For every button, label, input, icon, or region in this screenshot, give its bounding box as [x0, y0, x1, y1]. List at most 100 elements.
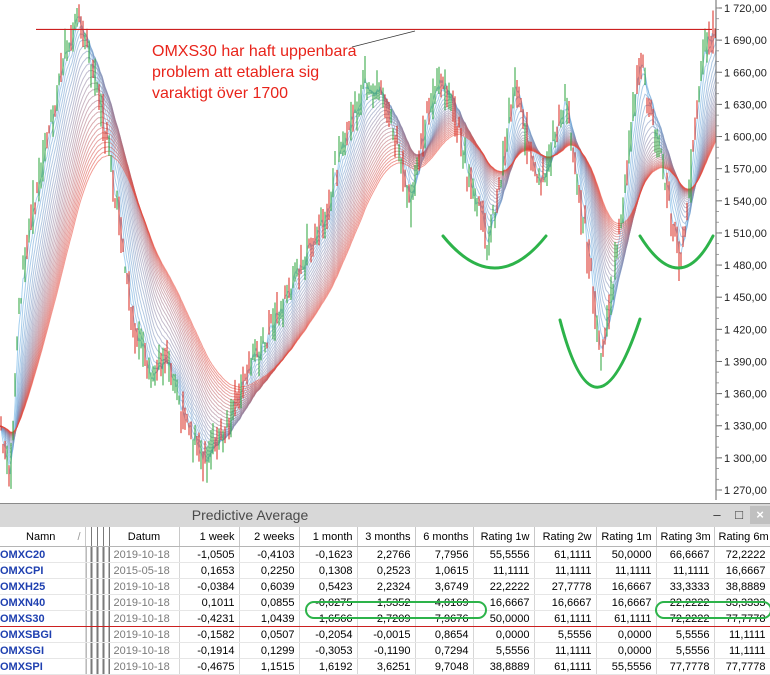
- cell-6-months: 1,0615: [415, 562, 474, 579]
- column-header-3-months[interactable]: 3 months: [357, 527, 416, 547]
- column-header-datum[interactable]: Datum: [109, 527, 180, 547]
- cell-2-weeks: 0,6039: [239, 578, 300, 595]
- row-bar-cell: [103, 642, 110, 659]
- row-bar-cell: [103, 626, 110, 643]
- cell-rating-3m: 11,1111: [656, 562, 715, 579]
- moving-average-line: [0, 50, 717, 445]
- cell-rating-1w: 0,0000: [473, 626, 535, 643]
- moving-average-line: [0, 133, 717, 433]
- cell-rating-3m: 5,5556: [656, 626, 715, 643]
- cell-datum: 2019-10-18: [109, 610, 180, 627]
- cell-namn: OMXH25: [0, 578, 86, 595]
- highlight-long-ratings: [655, 601, 770, 619]
- cell-rating-6m: 11,1111: [714, 642, 770, 659]
- row-bar-cell: [85, 546, 92, 563]
- cell-6-months: 3,6749: [415, 578, 474, 595]
- y-axis-tick-label: 1 660,00: [724, 67, 767, 79]
- column-header-rating-1w[interactable]: Rating 1w: [473, 527, 535, 547]
- column-separator: [85, 527, 92, 547]
- maximize-button[interactable]: □: [735, 507, 743, 522]
- cell-rating-2w: 16,6667: [534, 594, 597, 611]
- cell-rating-2w: 61,1111: [534, 658, 597, 675]
- column-header-1-month[interactable]: 1 month: [299, 527, 358, 547]
- column-header-1-week[interactable]: 1 week: [179, 527, 240, 547]
- y-axis-tick-label: 1 630,00: [724, 99, 767, 111]
- cell-1-week: 0,1653: [179, 562, 240, 579]
- column-separator: [91, 527, 98, 547]
- price-chart[interactable]: OMXS30 har haft uppenbara problem att eta…: [0, 0, 770, 500]
- row-bar-cell: [91, 642, 98, 659]
- annotation-text: problem att etablera sig: [152, 64, 319, 81]
- column-header-6-months[interactable]: 6 months: [415, 527, 474, 547]
- cell-2-weeks: 1,0439: [239, 610, 300, 627]
- table-row[interactable]: OMXSPI 2019-10-18 -0,4675 1,1515 1,6192 3,625…: [0, 658, 770, 675]
- cell-1-week: -0,4231: [179, 610, 240, 627]
- row-bar-cell: [91, 578, 98, 595]
- moving-average-line: [0, 33, 717, 454]
- column-header-label: Namn: [26, 530, 56, 543]
- highlight-curve: [441, 234, 548, 270]
- y-axis-tick-label: 1 270,00: [724, 485, 767, 497]
- cell-rating-1m: 61,1111: [596, 610, 657, 627]
- close-button[interactable]: ×: [750, 506, 770, 524]
- cell-rating-6m: 16,6667: [714, 562, 770, 579]
- column-header-rating-1m[interactable]: Rating 1m: [596, 527, 657, 547]
- cell-3-months: 3,6251: [357, 658, 416, 675]
- table-row[interactable]: OMXC20 2019-10-18 -1,0505 -0,4103 -0,1623 2,2…: [0, 546, 770, 563]
- chart-canvas[interactable]: OMXS30 har haft uppenbara problem att eta…: [0, 0, 770, 500]
- y-axis-tick-label: 1 570,00: [724, 164, 767, 176]
- cell-rating-1m: 0,0000: [596, 642, 657, 659]
- cell-namn: OMXSGI: [0, 642, 86, 659]
- cell-1-month: 0,5423: [299, 578, 358, 595]
- highlight-monthly-changes: [305, 601, 487, 619]
- cell-rating-6m: 11,1111: [714, 626, 770, 643]
- column-header-rating-6m[interactable]: Rating 6m: [714, 527, 770, 547]
- column-separator: [97, 527, 104, 547]
- table-row[interactable]: OMXSGI 2019-10-18 -0,1914 0,1299 -0,3053 -0,1…: [0, 642, 770, 659]
- cell-1-month: -0,3053: [299, 642, 358, 659]
- cell-1-week: -0,0384: [179, 578, 240, 595]
- row-bar-cell: [91, 562, 98, 579]
- chart-background: [0, 0, 770, 500]
- cell-namn: OMXSBGI: [0, 626, 86, 643]
- predictive-average-panel: Predictive Average – □ × Namn / Datum 1 …: [0, 503, 770, 675]
- cell-2-weeks: 0,2250: [239, 562, 300, 579]
- column-header-2-weeks[interactable]: 2 weeks: [239, 527, 300, 547]
- cell-1-month: -0,1623: [299, 546, 358, 563]
- cell-rating-6m: 77,7778: [714, 658, 770, 675]
- table-row[interactable]: OMXSBGI 2019-10-18 -0,1582 0,0507 -0,2054 -0,…: [0, 626, 770, 643]
- cell-3-months: -0,0015: [357, 626, 416, 643]
- y-axis-tick-label: 1 330,00: [724, 421, 767, 433]
- cell-rating-1w: 55,5556: [473, 546, 535, 563]
- column-header-namn[interactable]: Namn /: [0, 527, 86, 547]
- row-bar-cell: [97, 546, 104, 563]
- predictive-average-table: Namn / Datum 1 week 2 weeks 1 month 3 mo…: [0, 527, 770, 675]
- table-row[interactable]: OMXH25 2019-10-18 -0,0384 0,6039 0,5423 2,232…: [0, 578, 770, 595]
- cell-1-month: -0,2054: [299, 626, 358, 643]
- y-axis-tick-label: 1 690,00: [724, 35, 767, 47]
- cell-namn: OMXSPI: [0, 658, 86, 675]
- column-separator: [103, 527, 110, 547]
- cell-datum: 2019-10-18: [109, 578, 180, 595]
- annotation-text: OMXS30 har haft uppenbara: [152, 43, 357, 60]
- table-row[interactable]: OMXCPI 2015-05-18 0,1653 0,2250 0,1308 0,2523…: [0, 562, 770, 579]
- row-bar-cell: [103, 562, 110, 579]
- minimize-button[interactable]: –: [713, 507, 721, 522]
- cell-rating-1m: 0,0000: [596, 626, 657, 643]
- cell-rating-3m: 77,7778: [656, 658, 715, 675]
- cell-rating-6m: 38,8889: [714, 578, 770, 595]
- cell-namn: OMXC20: [0, 546, 86, 563]
- panel-title: Predictive Average: [191, 507, 309, 523]
- highlight-curve: [558, 317, 642, 389]
- cell-rating-3m: 66,6667: [656, 546, 715, 563]
- cell-datum: 2019-10-18: [109, 658, 180, 675]
- column-header-rating-3m[interactable]: Rating 3m: [656, 527, 715, 547]
- moving-average-line: [0, 56, 717, 444]
- moving-average-line: [0, 111, 717, 436]
- cell-6-months: 7,7956: [415, 546, 474, 563]
- cell-rating-3m: 72,2222: [656, 610, 715, 627]
- column-header-rating-2w[interactable]: Rating 2w: [534, 527, 597, 547]
- cell-rating-1w: 50,0000: [473, 610, 535, 627]
- y-axis-tick-label: 1 540,00: [724, 196, 767, 208]
- cell-2-weeks: -0,4103: [239, 546, 300, 563]
